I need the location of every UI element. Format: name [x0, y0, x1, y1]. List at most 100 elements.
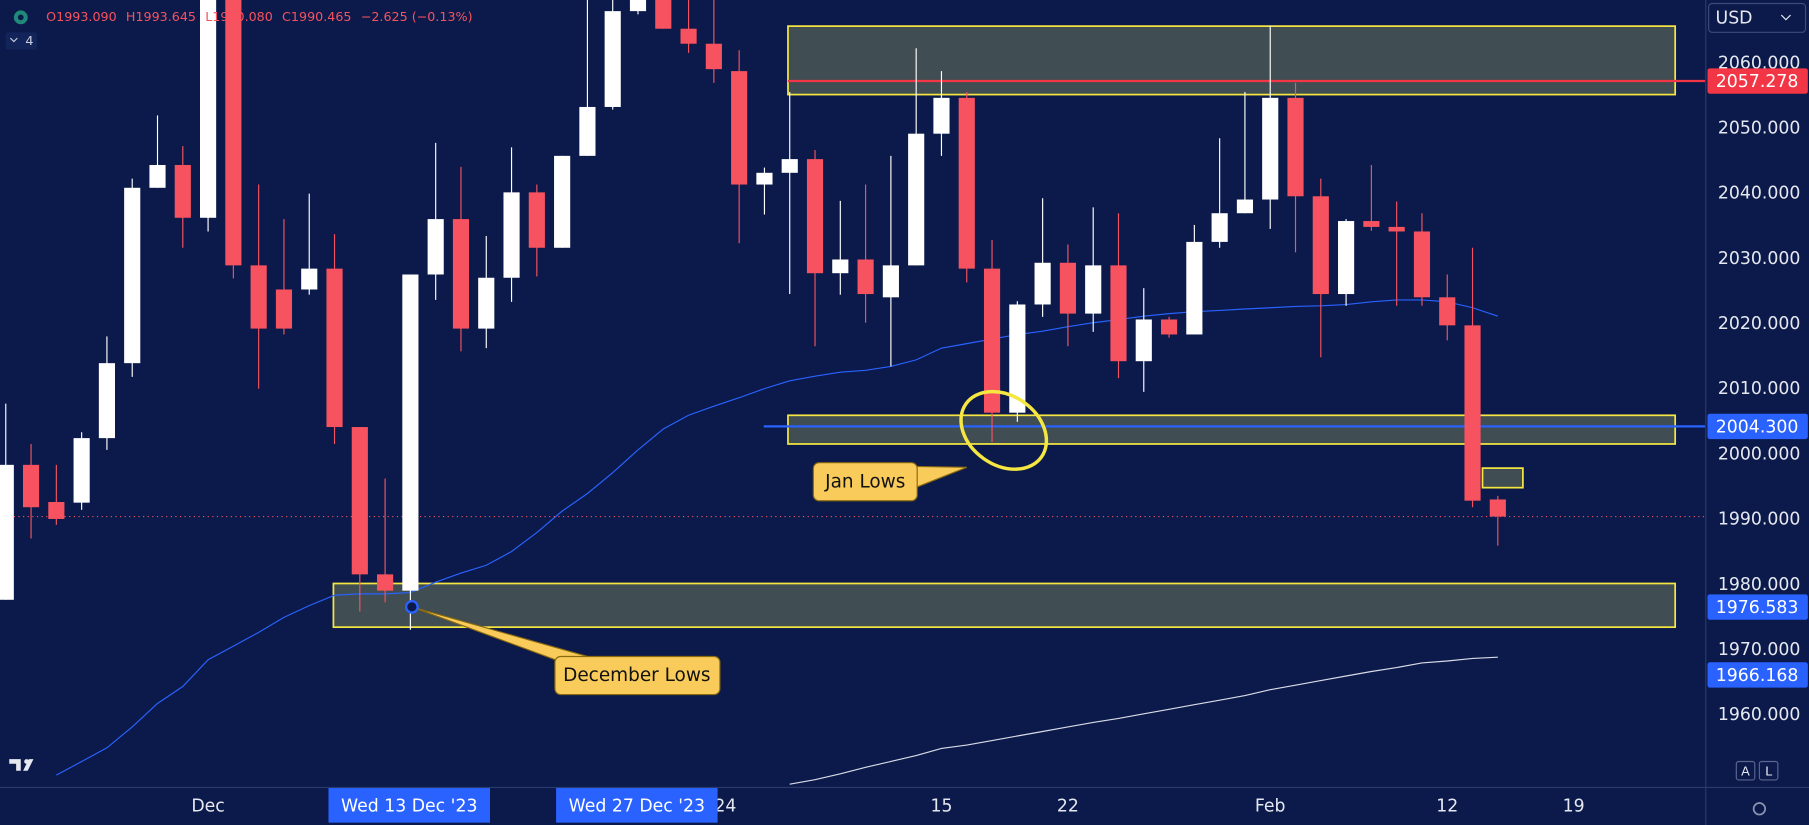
candle-body — [933, 97, 950, 134]
settings-icon[interactable] — [1752, 802, 1767, 816]
zone — [787, 25, 1677, 96]
indicator-toggle[interactable] — [5, 32, 37, 50]
logo — [24, 759, 29, 764]
currency-selector[interactable] — [1708, 2, 1807, 33]
price-label: 2004.300 — [1716, 418, 1799, 438]
candle-body — [275, 289, 293, 329]
highlight-ellipse — [959, 389, 1049, 471]
candle-body — [832, 259, 849, 274]
y-tick-label: 2020.000 — [1718, 314, 1801, 334]
currency-label: USD — [1716, 9, 1753, 29]
candle-body — [629, 0, 647, 12]
ohlc-value: O1993.090 — [46, 9, 117, 24]
ohlc-value: −2.625 (−0.13%) — [361, 9, 473, 24]
candle-body — [1338, 221, 1355, 295]
chevron — [9, 37, 18, 43]
y-tick-label: 2040.000 — [1718, 184, 1801, 204]
scale-button-label: L — [1765, 763, 1772, 778]
candle-body — [1135, 319, 1152, 362]
x-tick-label: Feb — [1255, 796, 1286, 816]
candle-body — [478, 277, 495, 329]
moving-average — [56, 299, 1499, 776]
zone — [787, 414, 1677, 445]
y-tick-label: 2030.000 — [1718, 249, 1801, 269]
candle-body — [225, 0, 242, 266]
candle-body — [326, 268, 343, 428]
candle-body — [73, 438, 90, 503]
scale-button[interactable] — [1735, 760, 1756, 781]
candle-body — [806, 159, 824, 274]
candle-body — [250, 265, 267, 329]
x-tick-label: 22 — [1057, 796, 1079, 816]
candle-body — [174, 164, 191, 218]
candle-body — [503, 192, 520, 278]
y-tick-label: 2060.000 — [1718, 53, 1801, 73]
candle-body — [1388, 226, 1405, 232]
candle-body — [427, 219, 444, 275]
scale-button-label: A — [1741, 763, 1750, 778]
price-label: 1976.583 — [1716, 598, 1799, 618]
candle-body — [200, 0, 217, 218]
symbol-icon — [17, 14, 24, 21]
zone — [332, 582, 1677, 629]
price-label-box — [1707, 594, 1808, 620]
x-tick-label: 24 — [714, 796, 736, 816]
crosshair-label: Wed 27 Dec '23 — [569, 796, 705, 816]
candle-body — [983, 268, 1001, 413]
ohlc-value: C1990.465 — [282, 9, 351, 24]
candle-body — [452, 219, 470, 329]
crosshair-label: Wed 13 Dec '23 — [341, 796, 477, 816]
y-tick-label: 1970.000 — [1718, 640, 1801, 660]
price-label-box — [1707, 68, 1808, 94]
crosshair-label-box — [556, 788, 718, 823]
candle-body — [149, 164, 166, 188]
candle-body — [958, 97, 975, 269]
ohlc-legend: O1993.090 H1993.645 L1990.080 C1990.465 −2.6… — [46, 9, 472, 24]
candle-body — [377, 574, 394, 591]
candle-body — [301, 268, 318, 290]
candle-body — [1034, 262, 1051, 305]
candle-body — [1287, 97, 1304, 197]
candle-body — [1110, 265, 1127, 362]
y-tick-label: 1960.000 — [1718, 705, 1801, 725]
x-tick-label: 15 — [930, 796, 952, 816]
ohlc-value: L1990.080 — [205, 9, 273, 24]
candle-body — [680, 28, 697, 44]
price-label-box — [1707, 413, 1808, 440]
candle-body — [1009, 304, 1026, 413]
candle-body — [1236, 199, 1254, 214]
price-label: 2057.278 — [1716, 72, 1799, 92]
price-label: 1966.168 — [1716, 666, 1799, 686]
candle-body — [1489, 499, 1506, 517]
y-tick-label: 1980.000 — [1718, 575, 1801, 595]
candle-body — [1059, 262, 1076, 314]
annotation: December Lows — [563, 665, 710, 686]
candle-body — [579, 106, 596, 156]
scale-button[interactable] — [1758, 760, 1779, 781]
anchor-dot — [404, 599, 419, 614]
candle-body — [1363, 221, 1380, 227]
candle-body — [48, 502, 65, 519]
candle-body — [98, 363, 116, 439]
candle-body — [756, 172, 773, 185]
candle-body — [1312, 196, 1329, 295]
zone — [1481, 467, 1524, 489]
price-label-box — [1707, 662, 1808, 688]
y-tick-label: 1990.000 — [1718, 510, 1801, 530]
candle-body — [1262, 97, 1279, 200]
candle-body — [351, 427, 368, 575]
candle-body — [124, 187, 141, 364]
candle-body — [1413, 231, 1431, 298]
moving-average — [789, 656, 1498, 785]
callout-box — [554, 655, 721, 696]
candle-body — [402, 274, 419, 591]
crosshair-label-box — [328, 788, 490, 823]
y-tick-label: 2010.000 — [1718, 379, 1801, 399]
ohlc-value: H1993.645 — [126, 9, 196, 24]
y-tick-label: 2000.000 — [1718, 444, 1801, 464]
x-tick-label: 12 — [1436, 796, 1458, 816]
candle-body — [731, 71, 748, 185]
candle-body — [0, 464, 14, 600]
